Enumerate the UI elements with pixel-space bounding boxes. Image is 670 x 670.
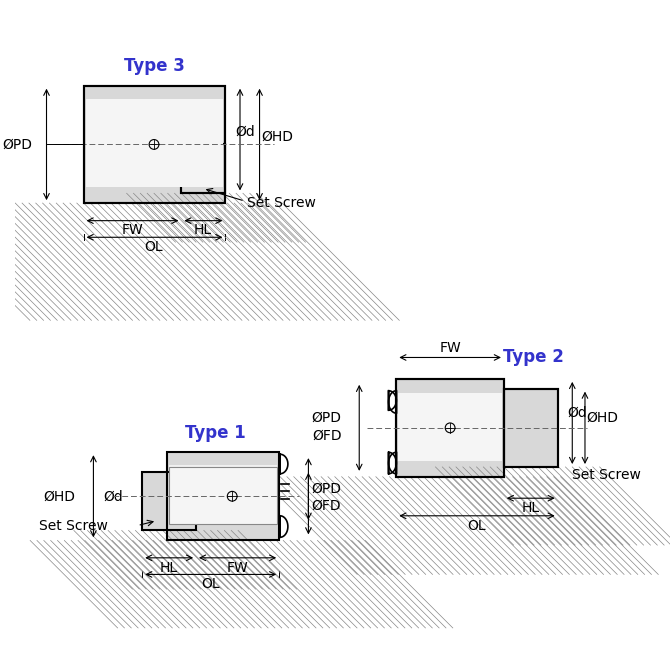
- Bar: [169, 465, 277, 524]
- Bar: [84, 86, 225, 203]
- Text: ØFD: ØFD: [312, 429, 342, 443]
- Text: HL: HL: [521, 501, 539, 515]
- Text: ØPD: ØPD: [311, 482, 341, 495]
- Text: Ød: Ød: [103, 489, 123, 503]
- Text: ØFD: ØFD: [311, 499, 341, 513]
- Bar: [84, 86, 225, 203]
- Text: Ød: Ød: [235, 125, 255, 139]
- Text: Set Screw: Set Screw: [40, 519, 108, 533]
- Text: FW: FW: [122, 223, 143, 237]
- Text: ØPD: ØPD: [2, 137, 32, 151]
- Bar: [142, 472, 196, 531]
- Text: HL: HL: [194, 223, 212, 237]
- Text: Set Screw: Set Screw: [572, 468, 641, 482]
- Text: OL: OL: [145, 240, 163, 254]
- Bar: [504, 389, 557, 467]
- Bar: [86, 99, 223, 188]
- Text: Ød: Ød: [567, 406, 587, 420]
- Text: Type 3: Type 3: [123, 57, 184, 75]
- Bar: [167, 452, 279, 540]
- Bar: [169, 467, 277, 524]
- Text: ØHD: ØHD: [261, 129, 293, 143]
- Bar: [399, 393, 502, 461]
- Text: Set Screw: Set Screw: [247, 196, 316, 210]
- Text: Type 1: Type 1: [185, 423, 246, 442]
- Bar: [182, 145, 225, 194]
- Text: FW: FW: [440, 341, 461, 354]
- Bar: [182, 145, 225, 194]
- Text: ØHD: ØHD: [44, 489, 76, 503]
- Bar: [397, 379, 504, 476]
- Bar: [167, 452, 279, 540]
- Bar: [397, 379, 504, 476]
- Text: OL: OL: [202, 577, 220, 591]
- Bar: [142, 472, 196, 531]
- Text: ØPD: ØPD: [312, 411, 342, 425]
- Text: OL: OL: [468, 519, 486, 533]
- Bar: [504, 389, 557, 467]
- Text: ØHD: ØHD: [586, 411, 618, 425]
- Text: FW: FW: [226, 561, 248, 575]
- Text: Type 2: Type 2: [502, 348, 563, 366]
- Text: HL: HL: [159, 561, 178, 575]
